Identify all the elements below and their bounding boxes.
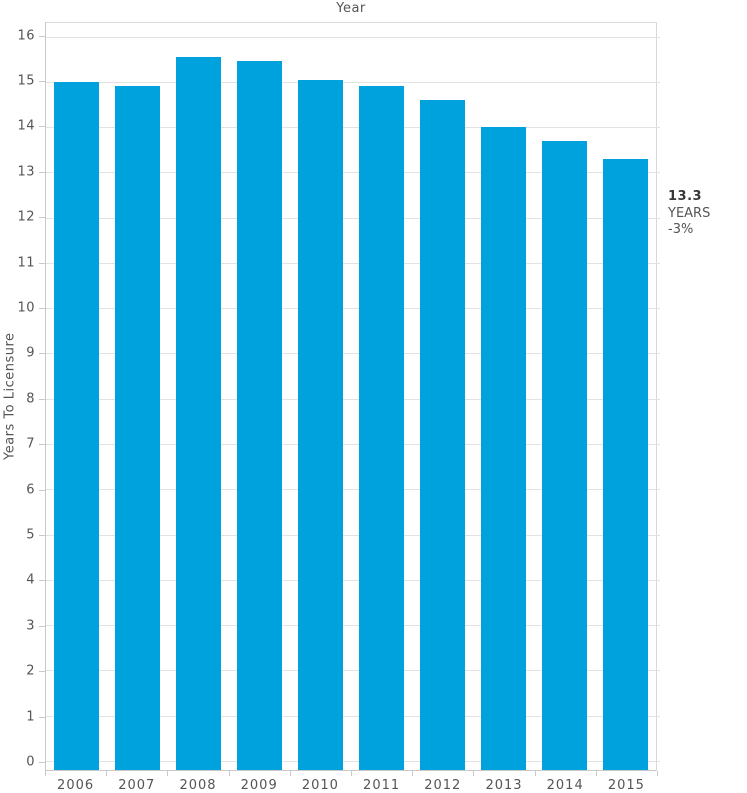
bar-2015[interactable] [602,158,649,770]
gridline-0 [46,760,660,762]
x-tick-2 [167,771,169,776]
bar-2013[interactable] [480,127,527,770]
gridline-8 [46,398,660,400]
x-tick-7 [473,771,475,776]
y-tick-8 [39,398,45,400]
y-tick-label-14: 14 [17,118,35,134]
x-tick-label-2007: 2007 [118,778,156,793]
x-tick-8 [534,771,536,776]
gridline-4 [46,579,660,581]
gridline-5 [46,534,660,536]
annotation-change: -3% [668,222,694,237]
y-tick-label-0: 0 [26,754,35,770]
x-tick-4 [289,771,291,776]
gridline-1 [46,715,660,717]
x-tick-6 [412,771,414,776]
x-tick-label-2013: 2013 [485,778,523,793]
gridline-13 [46,172,660,174]
y-tick-label-16: 16 [17,28,35,44]
gridline-15 [46,81,660,83]
annotation: 13.3 YEARS -3% [668,189,710,239]
bar-2008[interactable] [175,56,222,770]
x-tick-3 [228,771,230,776]
x-tick-label-2010: 2010 [301,778,339,793]
y-tick-3 [39,625,45,627]
bar-2010[interactable] [297,79,344,770]
x-tick-10 [657,771,658,776]
y-axis: 0 1 2 3 4 5 6 7 8 9 10 11 12 13 14 15 16 [0,22,45,771]
y-tick-label-15: 15 [17,73,35,89]
gridline-11 [46,262,660,264]
y-tick-10 [39,307,45,309]
bar-2009[interactable] [236,61,283,770]
y-tick-7 [39,444,45,446]
bar-2007[interactable] [114,86,161,770]
gridline-10 [46,308,660,310]
y-tick-9 [39,353,45,355]
y-tick-13 [39,171,45,173]
x-tick-label-2014: 2014 [546,778,584,793]
y-tick-label-9: 9 [26,345,35,361]
y-tick-label-8: 8 [26,391,35,407]
gridline-9 [46,353,660,355]
gridline-12 [46,217,660,219]
y-tick-1 [39,716,45,718]
gridline-2 [46,670,660,672]
y-tick-label-1: 1 [26,709,35,725]
gridline-7 [46,444,660,446]
x-tick-0 [45,771,46,776]
y-tick-label-11: 11 [17,255,35,271]
y-tick-6 [39,489,45,491]
gridline-14 [46,127,660,129]
x-tick-label-2015: 2015 [607,778,645,793]
x-tick-label-2008: 2008 [179,778,217,793]
x-tick-9 [595,771,597,776]
y-tick-label-3: 3 [26,618,35,634]
y-tick-label-7: 7 [26,436,35,452]
y-tick-0 [39,761,45,763]
y-tick-label-6: 6 [26,482,35,498]
y-tick-4 [39,580,45,582]
bar-2014[interactable] [541,140,588,770]
bar-2006[interactable] [53,81,100,770]
x-tick-5 [351,771,352,776]
gridline-16 [46,36,660,38]
y-tick-11 [39,262,45,264]
y-tick-label-2: 2 [26,663,35,679]
y-tick-label-5: 5 [26,527,35,543]
y-tick-12 [39,217,45,219]
x-tick-label-2009: 2009 [240,778,278,793]
gridline-6 [46,489,660,491]
annotation-value: 13.3 [668,189,703,204]
y-tick-16 [39,35,45,37]
y-tick-label-12: 12 [17,209,35,225]
bar-2011[interactable] [358,86,405,770]
chart-title: Year [336,1,366,16]
x-tick-label-2012: 2012 [424,778,462,793]
y-tick-label-10: 10 [17,300,35,316]
plot-area [45,22,660,771]
x-tick-label-2011: 2011 [363,778,401,793]
annotation-unit: YEARS [668,205,711,221]
gridline-3 [46,625,660,627]
y-tick-2 [39,671,45,673]
bar-2012[interactable] [419,99,466,770]
x-tick-label-2006: 2006 [57,778,95,793]
y-tick-5 [39,534,45,536]
y-tick-label-13: 13 [17,164,35,180]
y-tick-15 [39,81,45,82]
x-tick-1 [106,771,108,776]
y-tick-14 [39,126,45,128]
x-axis: 2006 2007 2008 2009 2010 2011 2012 2013 2014 2015 [45,771,658,793]
y-tick-label-4: 4 [26,572,35,588]
